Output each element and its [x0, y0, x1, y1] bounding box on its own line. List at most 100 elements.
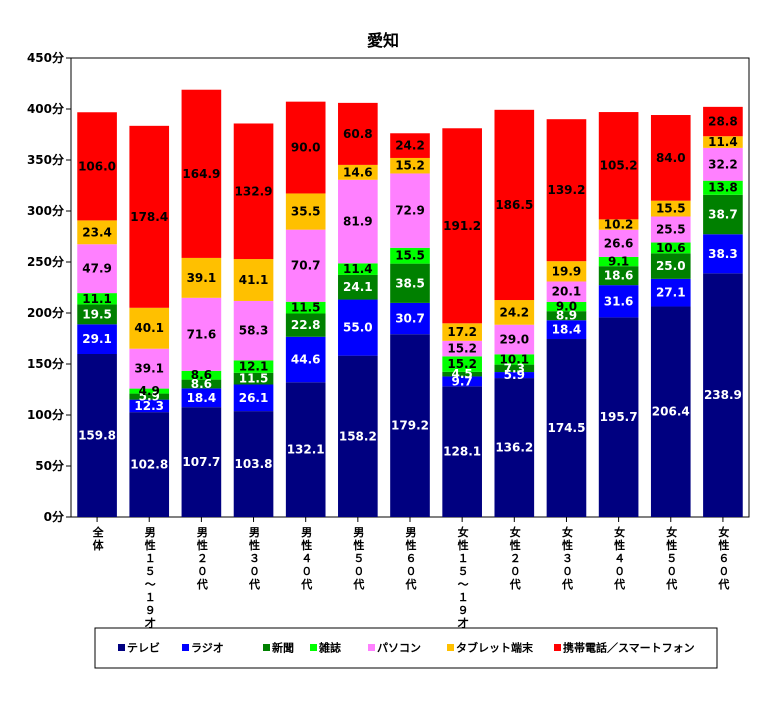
bar-segment — [494, 300, 535, 325]
bar-segment — [181, 388, 222, 408]
bar-segment — [442, 371, 482, 377]
bar-segment — [181, 257, 222, 298]
data-label: 11.5 — [239, 372, 269, 386]
data-label: 14.6 — [343, 165, 373, 179]
data-label: 72.9 — [395, 204, 425, 218]
x-category-label: 女性１５～１９才 — [458, 525, 469, 630]
data-label: 41.1 — [239, 273, 269, 287]
data-label: 106.0 — [78, 159, 116, 173]
bar-segment — [129, 307, 170, 349]
bar-segment — [650, 200, 691, 217]
bar-segment — [181, 407, 222, 517]
bar-segment — [233, 300, 274, 361]
data-label: 238.9 — [704, 388, 742, 402]
data-label: 10.1 — [500, 352, 530, 366]
legend-swatch — [310, 644, 317, 651]
bar-segment — [233, 411, 274, 517]
bar-segment — [598, 219, 639, 230]
bar-segment — [390, 247, 430, 264]
y-tick-label: 250分 — [27, 254, 64, 269]
bar-segment — [494, 372, 535, 379]
y-tick-label: 50分 — [35, 458, 64, 473]
bar-segment — [703, 180, 743, 195]
data-label: 107.7 — [182, 455, 220, 469]
category-labels-layer: 全体 男性１５～１９才 男性２０代 男性３０代 男性４０代 男性５０代 男性６０代 女性１５～… — [92, 517, 729, 630]
data-label: 18.4 — [552, 323, 582, 337]
x-category-label: 女性２０代 — [509, 525, 521, 591]
data-label: 10.6 — [656, 241, 686, 255]
data-label: 8.6 — [191, 377, 212, 391]
bar-segment — [285, 101, 326, 194]
data-label: 13.8 — [708, 181, 738, 195]
bar-segment — [703, 273, 743, 517]
data-label: 38.7 — [708, 208, 738, 222]
bar-segment — [233, 384, 274, 412]
bar-segment — [338, 102, 378, 165]
bar-segment — [77, 244, 117, 294]
data-label: 8.9 — [556, 309, 577, 323]
data-label: 90.0 — [291, 141, 321, 155]
bar-segment — [390, 133, 430, 158]
data-label: 136.2 — [495, 441, 533, 455]
bar-segment — [285, 193, 326, 230]
data-label: 28.8 — [708, 115, 738, 129]
bar-segment — [285, 336, 326, 383]
data-label: 11.5 — [291, 301, 321, 315]
y-tick-label: 350分 — [27, 152, 64, 167]
bar-segment — [442, 340, 482, 357]
bar-segment — [233, 372, 274, 385]
data-label: 15.2 — [447, 357, 477, 371]
bar-segment — [442, 128, 482, 324]
bar-segment — [77, 324, 117, 355]
y-tick-label: 400分 — [27, 101, 64, 116]
data-label: 9.1 — [608, 255, 629, 269]
data-label: 25.5 — [656, 223, 686, 237]
data-label: 132.9 — [235, 184, 273, 198]
data-label: 25.0 — [656, 259, 686, 273]
legend-swatch — [263, 644, 270, 651]
bar-segment — [442, 323, 482, 341]
bar-segment — [129, 399, 170, 413]
y-tick-label: 0分 — [44, 509, 64, 524]
bar-segment — [233, 123, 274, 260]
bar-segment — [338, 164, 378, 180]
bar-segment — [233, 360, 274, 373]
data-label: 7.3 — [504, 361, 525, 375]
data-label: 24.2 — [395, 139, 425, 153]
bar-segment — [650, 216, 691, 243]
legend-entry-label: 新聞 — [272, 641, 294, 655]
bar-segment — [390, 173, 430, 248]
bar-segment — [390, 263, 430, 303]
legend-entry-label: 携帯電話／スマートフォン — [563, 641, 695, 655]
data-label: 38.3 — [708, 247, 738, 261]
data-label: 19.9 — [552, 264, 582, 278]
data-label: 19.5 — [82, 307, 112, 321]
bar-segment — [546, 311, 587, 321]
bar-segment — [494, 324, 535, 355]
data-label: 11.4 — [343, 262, 373, 276]
y-tick-label: 200分 — [27, 305, 64, 320]
data-label: 4.9 — [139, 384, 160, 398]
bar-segment — [285, 382, 326, 517]
bar-segment — [77, 354, 117, 517]
bar-segment — [494, 354, 535, 365]
data-label: 81.9 — [343, 215, 373, 229]
data-label: 128.1 — [443, 445, 481, 459]
bar-segment — [546, 339, 587, 517]
data-label: 139.2 — [547, 183, 585, 197]
legend-swatch — [368, 644, 375, 651]
x-category-label: 女性６０代 — [717, 525, 729, 591]
bar-segment — [598, 229, 639, 257]
legend-entry-label: 雑誌 — [318, 641, 341, 655]
data-label: 9.7 — [452, 374, 473, 388]
bar-segment — [390, 302, 430, 335]
chart-title: 愛知 — [367, 31, 399, 50]
bar-segment — [546, 119, 587, 262]
data-label: 12.3 — [134, 399, 164, 413]
data-label: 35.5 — [291, 205, 321, 219]
data-label: 84.0 — [656, 151, 686, 165]
x-category-label: 女性３０代 — [561, 525, 573, 591]
legend-entry-label: テレビ — [127, 641, 160, 655]
data-labels-layer: 159.829.119.511.147.923.4106.0102.812.35… — [78, 115, 742, 472]
